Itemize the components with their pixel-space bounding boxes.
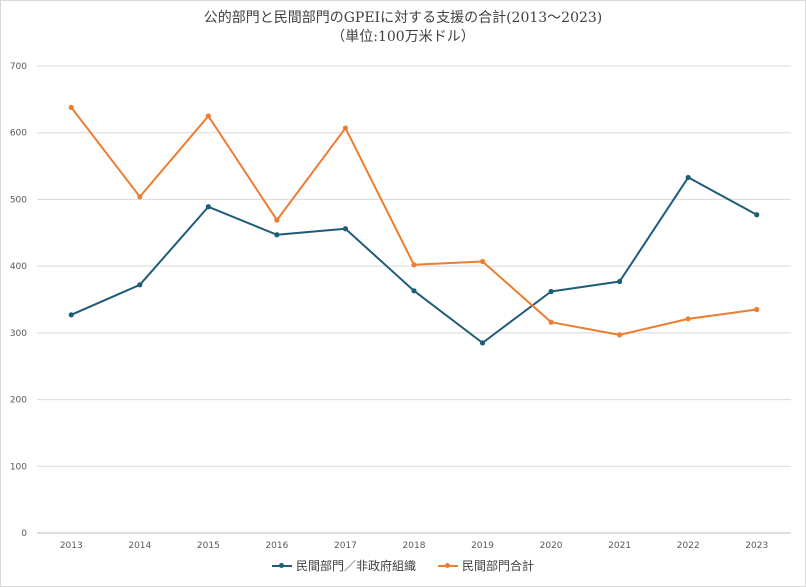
y-tick-label: 0 — [21, 529, 27, 539]
series-line — [70, 106, 757, 336]
x-tick-label: 2019 — [471, 541, 494, 551]
data-point — [617, 332, 623, 338]
legend-label: 民間部門／非政府組織 — [295, 559, 416, 573]
x-tick-label: 2014 — [128, 541, 151, 551]
y-tick-label: 500 — [10, 195, 27, 205]
data-point — [274, 217, 280, 223]
data-point — [137, 194, 143, 200]
x-tick-label: 2015 — [197, 541, 220, 551]
data-point — [411, 288, 417, 294]
y-tick-label: 300 — [10, 329, 27, 339]
data-point — [754, 306, 760, 313]
series-line — [70, 176, 758, 344]
x-tick-label: 2022 — [677, 541, 700, 551]
data-point — [205, 113, 211, 119]
x-tick-label: 2018 — [403, 541, 426, 551]
x-tick-label: 2016 — [265, 541, 288, 551]
data-point — [548, 319, 554, 325]
legend-swatch — [438, 562, 458, 568]
legend-label: 民間部門合計 — [462, 559, 535, 573]
chart-subtitle: （単位:100万米ドル） — [331, 29, 475, 45]
data-point — [754, 212, 760, 218]
y-tick-label: 400 — [10, 262, 27, 272]
y-tick-label: 200 — [10, 396, 27, 406]
x-tick-label: 2023 — [745, 541, 768, 551]
data-point — [479, 340, 486, 346]
data-point — [479, 258, 486, 265]
legend: 民間部門／非政府組織 民間部門合計 — [1, 557, 805, 574]
x-tick-label: 2017 — [334, 541, 357, 551]
legend-swatch — [271, 562, 292, 568]
chart-title-block: 公的部門と民間部門のGPEIに対する支援の合計(2013〜2023) （単位:1… — [1, 9, 805, 47]
data-point — [411, 262, 417, 268]
data-point — [548, 288, 554, 295]
x-tick-label: 2021 — [608, 541, 631, 551]
y-tick-label: 600 — [10, 129, 27, 139]
data-point — [274, 232, 280, 238]
data-point — [68, 312, 74, 318]
data-point — [205, 204, 211, 210]
data-point — [685, 174, 691, 181]
data-point — [342, 226, 349, 232]
x-tick-label: 2013 — [60, 541, 83, 551]
y-tick-label: 100 — [10, 462, 27, 472]
data-point — [617, 278, 623, 285]
x-tick-label: 2020 — [540, 541, 563, 551]
data-point — [137, 282, 143, 288]
data-point — [685, 316, 691, 322]
data-point — [68, 104, 74, 110]
chart-title: 公的部門と民間部門のGPEIに対する支援の合計(2013〜2023) — [203, 10, 603, 26]
legend-item: 民間部門／非政府組織 — [271, 557, 416, 574]
y-tick-label: 700 — [10, 62, 27, 72]
data-point — [342, 125, 349, 131]
legend-item: 民間部門合計 — [438, 557, 534, 574]
